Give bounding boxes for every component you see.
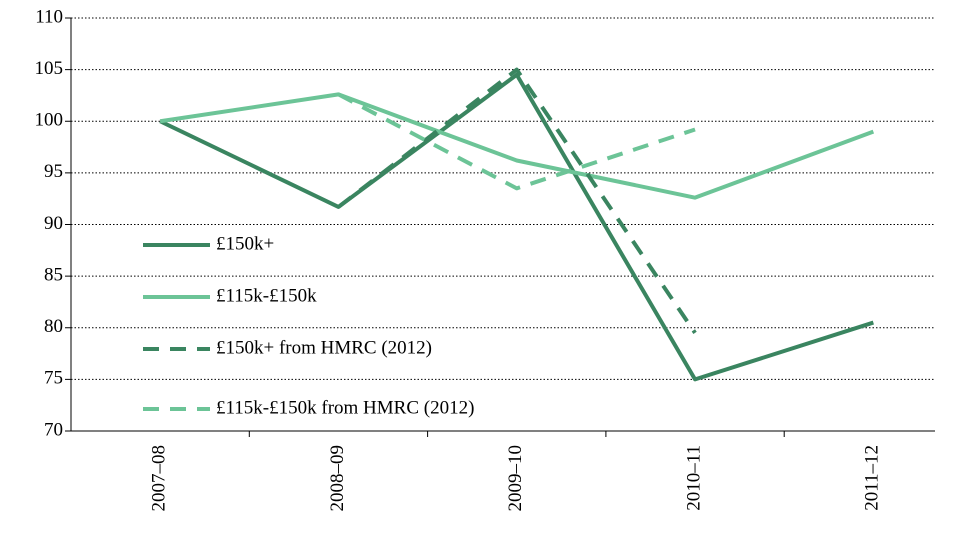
legend-label: £150k+ from HMRC (2012) [216, 337, 432, 358]
x-tick-label: 2007–08 [149, 445, 170, 512]
x-tick-label: 2008–09 [327, 445, 348, 512]
y-tick-label: 105 [35, 58, 64, 79]
legend-label: £150k+ [216, 233, 274, 254]
legend-label: £115k-£150k [216, 285, 317, 306]
y-tick-label: 110 [35, 6, 63, 27]
series-line [159, 72, 874, 382]
y-tick-label: 90 [44, 213, 63, 234]
y-tick-label: 95 [44, 161, 63, 182]
y-tick-label: 75 [44, 368, 63, 389]
x-tick-label: 2010–11 [683, 445, 704, 511]
y-tick-label: 85 [44, 264, 63, 285]
x-tick-label: 2009–10 [505, 445, 526, 512]
series-line [337, 92, 696, 191]
y-tick-label: 70 [44, 419, 63, 440]
series-line [159, 92, 875, 200]
y-tick-label: 100 [35, 110, 64, 131]
legend-label: £115k-£150k from HMRC (2012) [216, 397, 474, 418]
x-tick-label: 2011–12 [862, 445, 883, 511]
y-tick-label: 80 [44, 316, 63, 337]
series-line [337, 67, 697, 335]
